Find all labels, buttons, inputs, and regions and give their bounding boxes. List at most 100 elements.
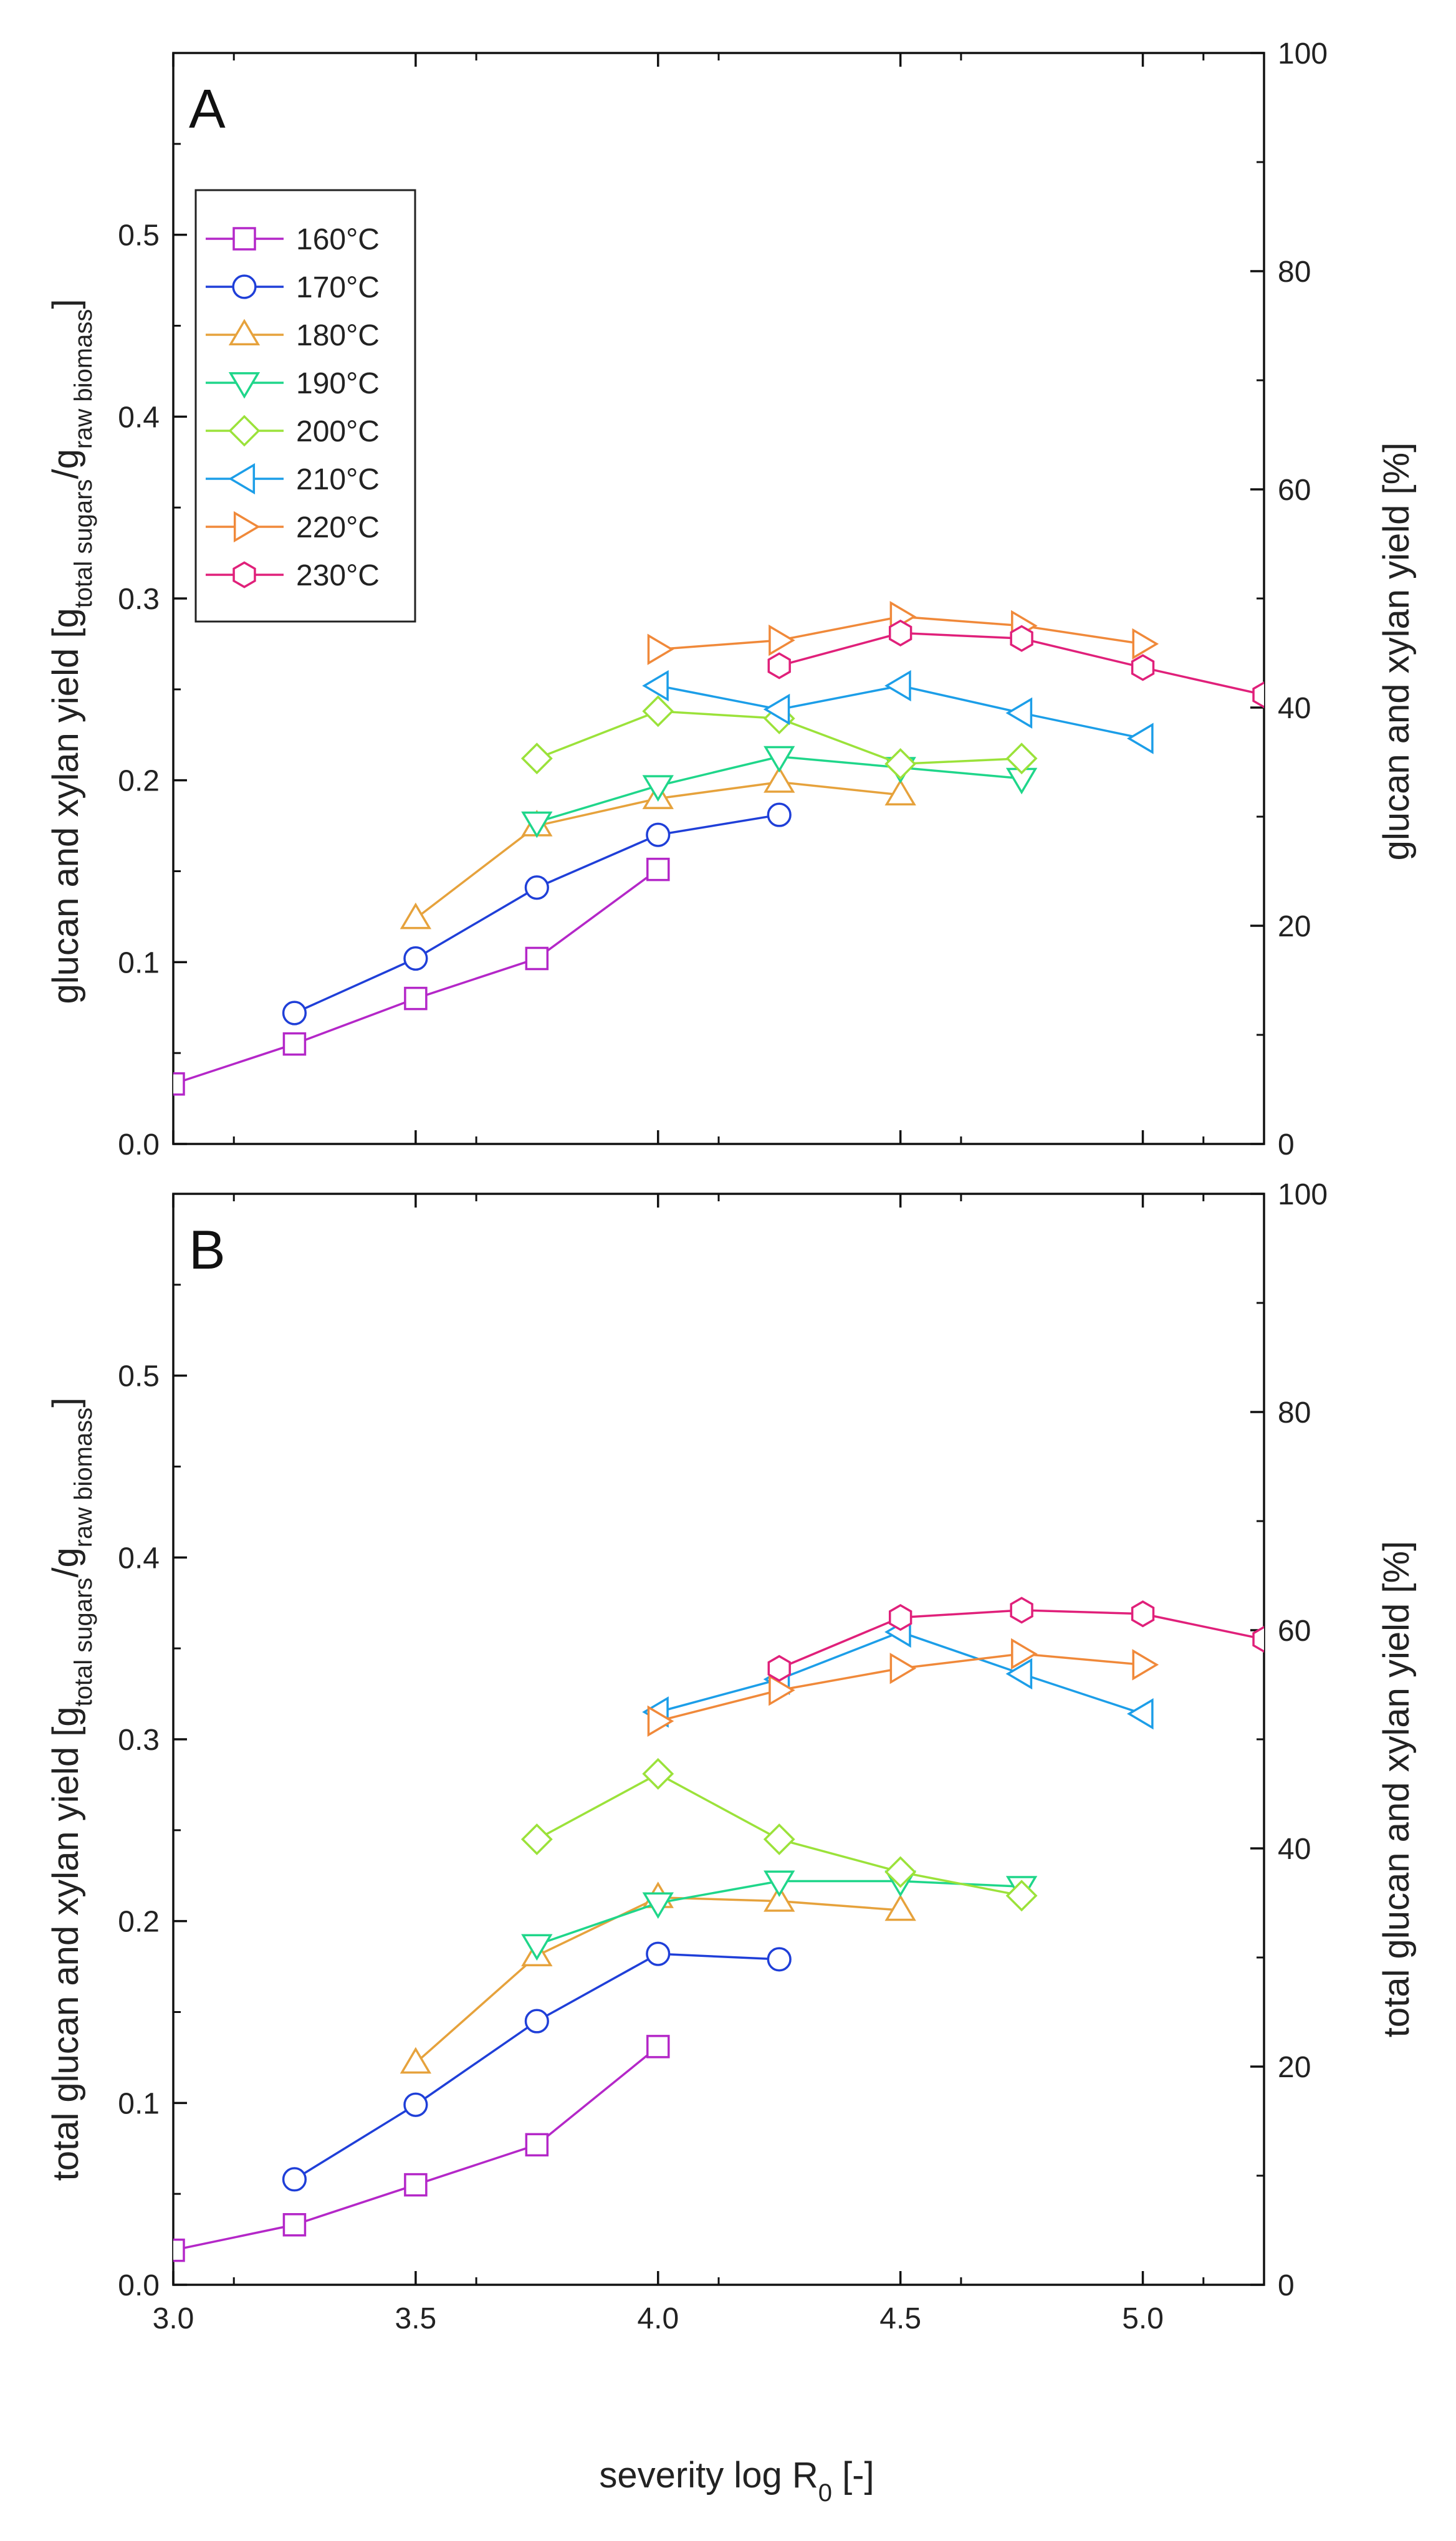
- data-point: [764, 1885, 795, 1912]
- legend-label: 190°C: [296, 367, 380, 400]
- data-point: [1005, 742, 1038, 775]
- series-160c: [173, 2035, 670, 2262]
- y-tick-label: 0.5: [118, 1360, 160, 1393]
- legend-marker: [233, 511, 261, 543]
- data-point: [763, 693, 790, 726]
- data-point: [1010, 1597, 1033, 1624]
- data-point: [404, 2173, 428, 2197]
- data-point: [647, 633, 674, 665]
- y-tick-label: 0.3: [118, 1724, 160, 1757]
- data-point: [1252, 1626, 1264, 1653]
- data-point: [521, 1934, 553, 1961]
- data-point: [1005, 697, 1033, 729]
- data-point: [521, 811, 553, 838]
- data-point: [642, 1892, 674, 1919]
- data-point: [642, 670, 669, 702]
- panel-letter: B: [189, 1219, 226, 1280]
- y-tick-label: 0.1: [118, 946, 160, 979]
- data-point: [524, 2009, 549, 2034]
- panel-a-ylabel: glucan and xylan yield [gtotal sugars/gr…: [46, 299, 97, 1004]
- data-point: [282, 2213, 307, 2237]
- data-point: [400, 2047, 432, 2074]
- data-point: [1132, 1649, 1159, 1681]
- data-point: [1005, 1658, 1033, 1690]
- series-200c: [520, 1757, 1038, 1912]
- y-tick-label: 0.2: [118, 1906, 160, 1939]
- data-point: [767, 1655, 791, 1682]
- data-point: [767, 1947, 792, 1972]
- data-point: [1132, 628, 1159, 660]
- y2-tick-label: 80: [1278, 256, 1311, 289]
- data-point: [769, 624, 795, 656]
- x-tick-label: 5.0: [1122, 2302, 1164, 2335]
- x-axis-label: severity log R0 [-]: [599, 2455, 874, 2507]
- y2-tick-label: 40: [1278, 1833, 1311, 1866]
- data-point: [403, 946, 428, 971]
- y2-tick-label: 60: [1278, 1615, 1311, 1648]
- data-point: [884, 1856, 917, 1888]
- data-point: [520, 1823, 553, 1855]
- legend-label: 230°C: [296, 559, 380, 592]
- data-point: [1131, 654, 1155, 681]
- y2-tick-label: 0: [1278, 1128, 1295, 1161]
- data-point: [1131, 1600, 1155, 1628]
- data-point: [646, 822, 671, 847]
- data-point: [767, 802, 792, 827]
- data-point: [884, 779, 916, 806]
- series-210c: [642, 670, 1154, 754]
- y-tick-label: 0.1: [118, 2087, 160, 2120]
- series-170c: [282, 802, 792, 1026]
- panel-b-y2label: total glucan and xylan yield [%]: [1376, 1541, 1417, 2037]
- series-170c: [282, 1941, 792, 2192]
- data-point: [524, 875, 549, 900]
- y2-tick-label: 80: [1278, 1396, 1311, 1429]
- y-tick-label: 0.0: [118, 2269, 160, 2302]
- x-tick-label: 3.0: [153, 2302, 194, 2335]
- plot-area: [173, 601, 1264, 1096]
- plot-area: [173, 1597, 1264, 2262]
- data-point: [884, 747, 917, 780]
- y2-tick-label: 100: [1278, 37, 1328, 70]
- data-point: [1127, 723, 1154, 754]
- data-point: [642, 775, 674, 802]
- legend-marker: [232, 274, 257, 299]
- data-point: [764, 746, 795, 773]
- y2-tick-label: 0: [1278, 2269, 1295, 2302]
- data-point: [884, 1894, 916, 1921]
- legend-box: [194, 189, 416, 623]
- data-point: [400, 902, 432, 929]
- panel-a: 0.0 0.1 0.2 0.3 0.4 0.5 0 20 40 60 80 100 A: [118, 37, 1328, 1161]
- data-point: [764, 1870, 795, 1898]
- data-point: [403, 2092, 428, 2117]
- series-220c: [647, 601, 1159, 665]
- legend-marker: [232, 227, 256, 251]
- y-tick-label: 0.5: [118, 219, 160, 252]
- legend-label: 220°C: [296, 511, 380, 544]
- series-220c: [647, 1638, 1159, 1737]
- x-tick-label: 3.5: [395, 2302, 437, 2335]
- data-point: [764, 766, 795, 793]
- data-point: [520, 742, 553, 775]
- y-tick-label: 0.0: [118, 1128, 160, 1161]
- data-point: [646, 1941, 671, 1966]
- data-point: [888, 1604, 912, 1631]
- data-point: [1011, 1638, 1038, 1670]
- y-tick-label: 0.2: [118, 765, 160, 798]
- legend-marker: [228, 319, 261, 346]
- y2-tick-label: 60: [1278, 474, 1311, 507]
- x-tick-label: 4.0: [637, 2302, 679, 2335]
- data-point: [767, 652, 791, 680]
- data-point: [1252, 681, 1264, 709]
- data-point: [525, 946, 549, 971]
- series-160c: [173, 857, 670, 1096]
- series-230c: [767, 619, 1264, 709]
- legend-marker: [228, 415, 261, 447]
- data-point: [173, 2238, 185, 2262]
- series-230c: [767, 1597, 1264, 1682]
- panel-b: 3.0 3.5 4.0 4.5 5.0 0.0 0.1 0.2 0.3 0.4 0.5 0 20 40 60…: [118, 1178, 1328, 2335]
- data-point: [282, 2167, 307, 2192]
- data-point: [884, 670, 911, 702]
- legend-label: 170°C: [296, 271, 380, 304]
- data-point: [888, 619, 912, 646]
- data-point: [642, 695, 674, 728]
